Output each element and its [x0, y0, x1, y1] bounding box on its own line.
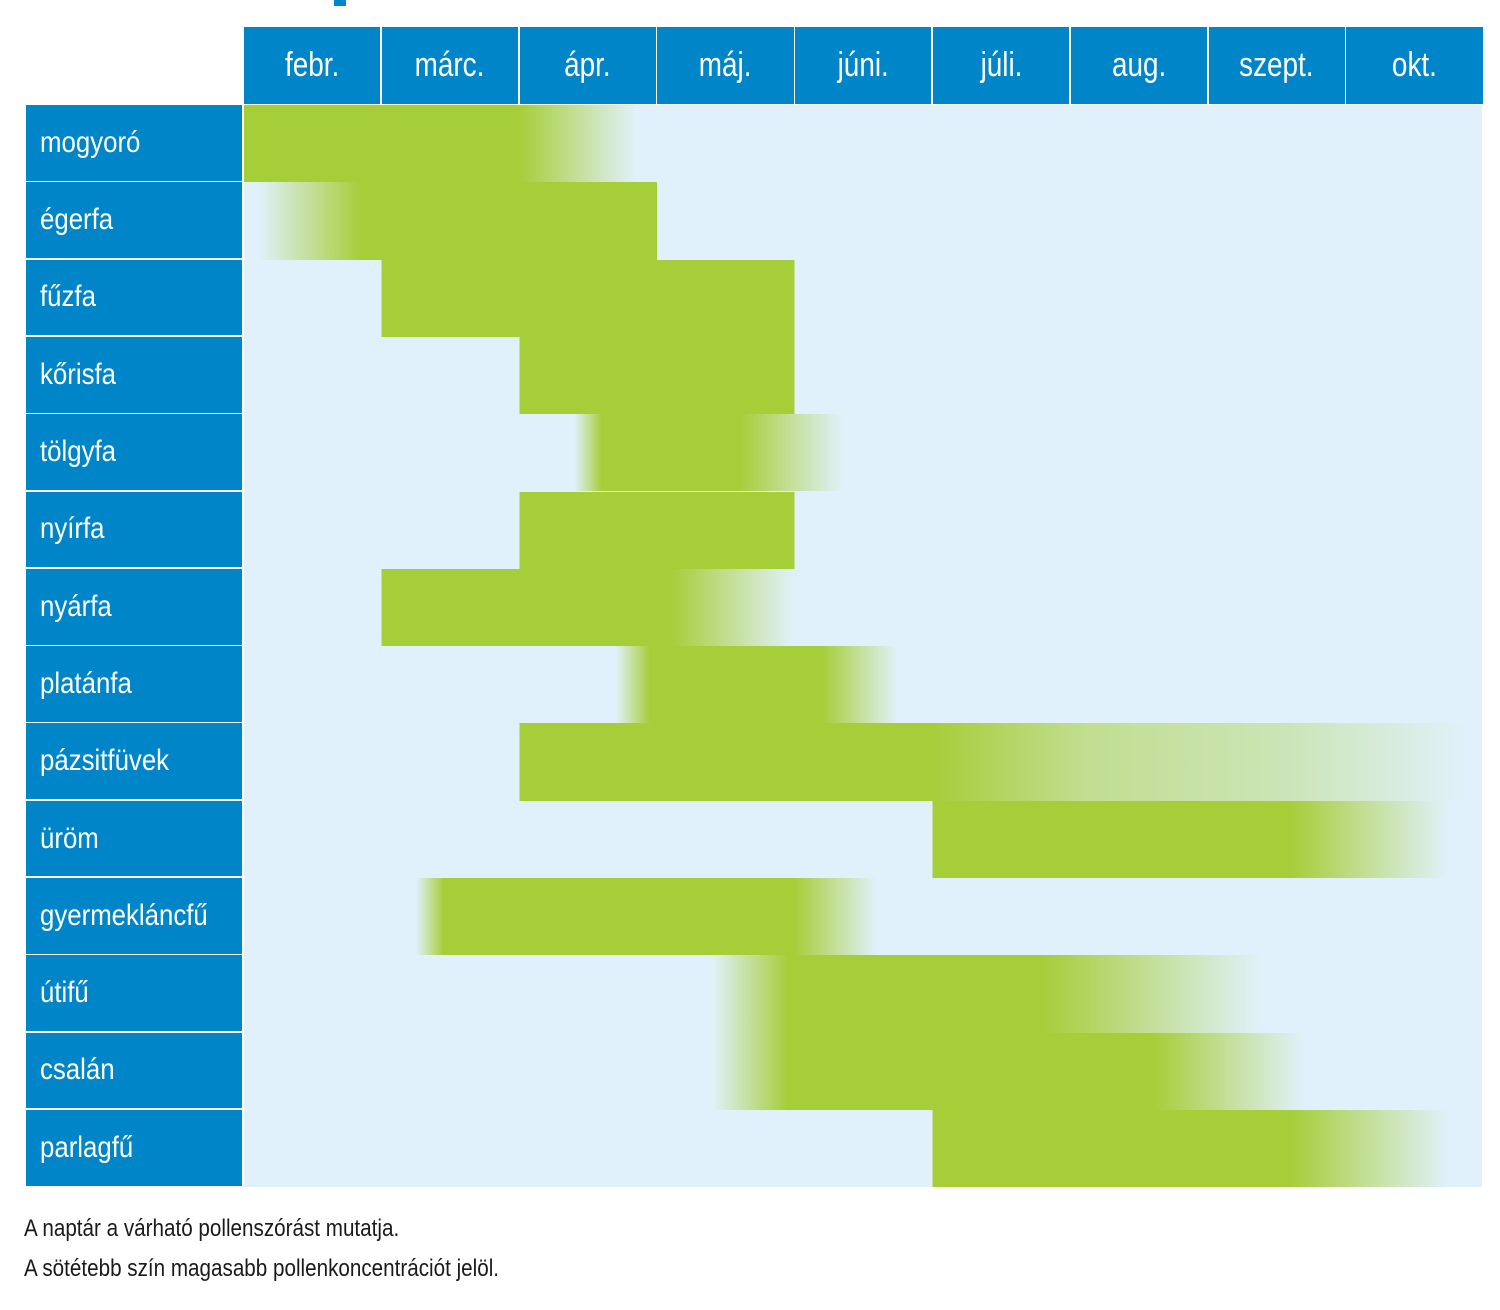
plant-label: fűzfa: [26, 259, 242, 336]
month-header-0: febr.: [244, 27, 381, 104]
month-label: aug.: [1111, 46, 1167, 84]
month-label: okt.: [1392, 46, 1438, 84]
plant-name: parlagfű: [40, 1130, 134, 1164]
month-header-4: júni.: [795, 27, 932, 104]
plant-label: csalán: [26, 1032, 242, 1109]
plant-name: csalán: [40, 1053, 115, 1087]
plant-name: útifű: [40, 976, 89, 1010]
plant-label: gyermekláncfű: [26, 878, 242, 954]
plant-name: tölgyfa: [40, 435, 117, 469]
footnote-1: A naptár a várható pollenszórást mutatja…: [24, 1215, 400, 1242]
month-header-2: ápr.: [519, 27, 656, 104]
pollen-bar: [244, 182, 1484, 260]
plant-name: kőrisfa: [40, 357, 116, 391]
pollen-bar: [244, 259, 1484, 337]
plant-label: égerfa: [26, 182, 242, 259]
plant-label: nyárfa: [26, 568, 242, 645]
plant-name: fűzfa: [40, 280, 96, 314]
month-label: febr.: [285, 46, 340, 84]
pollen-bar: [244, 723, 1484, 801]
month-label: szept.: [1239, 46, 1314, 84]
pollen-bar: [244, 336, 1484, 415]
month-header-8: okt.: [1346, 27, 1483, 104]
plant-label: mogyoró: [26, 105, 242, 181]
month-header-7: szept.: [1208, 27, 1345, 104]
pollen-bar: [244, 491, 1484, 569]
month-header-1: márc.: [381, 27, 519, 104]
plant-name: mogyoró: [40, 125, 141, 159]
plant-label: nyírfa: [26, 491, 242, 568]
month-header-3: máj.: [657, 27, 794, 104]
pollen-bar: [244, 1032, 1484, 1110]
plant-label: parlagfű: [26, 1109, 242, 1186]
plant-label: platánfa: [26, 646, 242, 722]
month-label: júni.: [837, 46, 889, 84]
plant-name: pázsitfüvek: [40, 744, 170, 778]
month-header-6: aug.: [1070, 27, 1208, 104]
footnote-2: A sötétebb szín magasabb pollenkoncentrá…: [24, 1255, 500, 1282]
pollen-bar: [244, 105, 1484, 183]
plant-label: kőrisfa: [26, 336, 242, 413]
plant-name: gyermekláncfű: [40, 898, 208, 932]
month-label: márc.: [415, 46, 485, 84]
plant-name: üröm: [40, 821, 99, 855]
month-header-5: júli.: [933, 27, 1070, 104]
month-label: júli.: [980, 46, 1023, 84]
plant-label: tölgyfa: [26, 414, 242, 490]
month-label: ápr.: [564, 46, 611, 84]
month-label: máj.: [699, 46, 752, 84]
top-accent-mark: [334, 0, 346, 6]
pollen-bar: [244, 800, 1484, 878]
plant-name: égerfa: [40, 203, 114, 237]
pollen-bar: [244, 568, 1484, 647]
plant-name: nyírfa: [40, 512, 105, 546]
pollen-bar: [244, 1109, 1484, 1188]
pollen-bar: [244, 414, 1484, 492]
plant-name: nyárfa: [40, 589, 112, 623]
plant-label: pázsitfüvek: [26, 723, 242, 800]
plant-label: üröm: [26, 800, 242, 877]
pollen-bar: [244, 955, 1484, 1033]
pollen-bar: [244, 878, 1484, 956]
pollen-bar: [244, 646, 1484, 724]
plant-name: platánfa: [40, 666, 132, 700]
plant-label: útifű: [26, 955, 242, 1032]
